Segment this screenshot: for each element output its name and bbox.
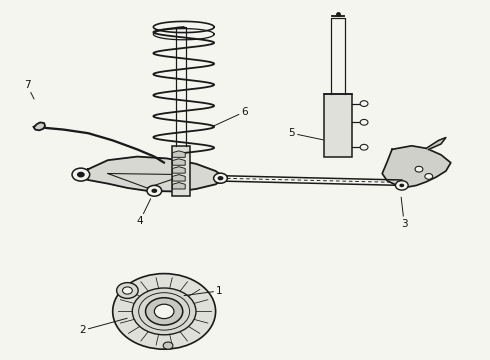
Circle shape	[163, 342, 173, 349]
Polygon shape	[172, 159, 185, 165]
Circle shape	[415, 166, 423, 172]
Circle shape	[77, 172, 85, 177]
Text: 6: 6	[212, 107, 248, 127]
Circle shape	[147, 185, 162, 196]
Circle shape	[360, 101, 368, 107]
Circle shape	[122, 287, 132, 294]
Polygon shape	[172, 167, 185, 173]
Polygon shape	[324, 94, 352, 157]
Circle shape	[117, 283, 138, 298]
Polygon shape	[172, 151, 185, 157]
Circle shape	[132, 288, 196, 335]
Polygon shape	[33, 122, 45, 130]
Text: 5: 5	[288, 128, 323, 140]
Circle shape	[360, 144, 368, 150]
Circle shape	[214, 173, 227, 183]
Circle shape	[218, 176, 223, 180]
Circle shape	[399, 184, 404, 187]
Polygon shape	[172, 175, 185, 181]
Polygon shape	[78, 157, 225, 192]
Text: 3: 3	[401, 197, 408, 229]
Text: 7: 7	[24, 80, 34, 99]
Polygon shape	[172, 183, 185, 189]
Circle shape	[425, 174, 433, 179]
Circle shape	[395, 181, 408, 190]
Circle shape	[154, 304, 174, 319]
Polygon shape	[172, 146, 190, 196]
Circle shape	[146, 298, 183, 325]
Circle shape	[360, 120, 368, 125]
Text: 1: 1	[184, 286, 223, 296]
Text: 4: 4	[136, 199, 151, 226]
Circle shape	[113, 274, 216, 349]
Polygon shape	[382, 146, 451, 187]
Circle shape	[151, 189, 157, 193]
Polygon shape	[426, 138, 446, 149]
Circle shape	[72, 168, 90, 181]
Text: 2: 2	[79, 318, 127, 336]
